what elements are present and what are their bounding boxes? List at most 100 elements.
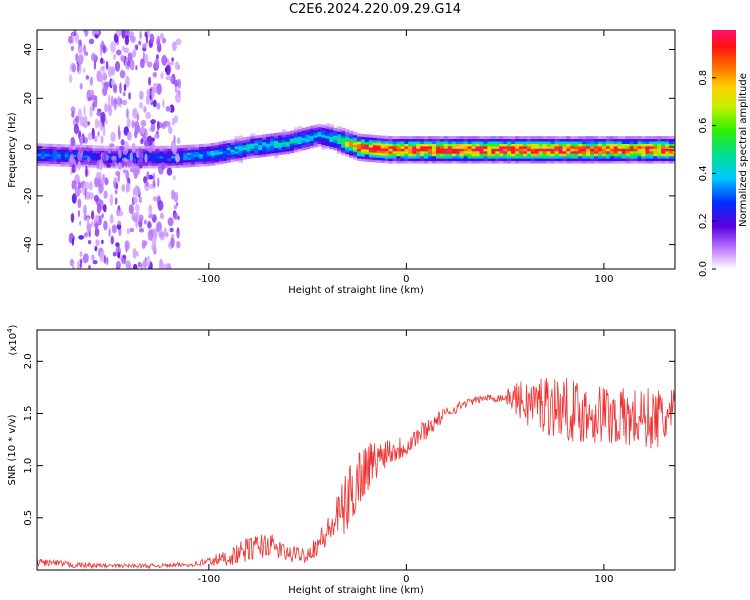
- spectrogram-cell: [432, 158, 437, 161]
- spectrogram-cell: [333, 130, 338, 134]
- spectrogram-noise-cell: [148, 204, 153, 215]
- spectrogram-cell: [665, 148, 670, 152]
- spectrogram-cell: [52, 163, 58, 167]
- spectrogram-cell: [167, 153, 172, 157]
- spectrogram-cell: [550, 141, 556, 144]
- spectrogram-cell: [511, 148, 516, 152]
- spectrogram-noise-cell: [175, 153, 180, 163]
- spectrogram-cell: [44, 160, 50, 164]
- spectrogram-noise-cell: [85, 165, 88, 178]
- spectrogram-cell: [345, 131, 350, 135]
- spectrogram-cell: [242, 151, 247, 155]
- spectrogram-cell: [226, 159, 232, 163]
- spectrogram-cell: [554, 138, 560, 142]
- spectrogram-cell: [463, 153, 469, 157]
- x-tick-label: 100: [594, 274, 613, 285]
- spectrogram-cell: [507, 153, 512, 157]
- spectrogram-cell: [246, 153, 251, 157]
- spectrogram-cell: [317, 126, 323, 130]
- spectrogram-cell: [451, 136, 457, 140]
- spectrogram-cell: [582, 153, 587, 157]
- spectrogram-cell: [586, 160, 591, 164]
- spectrogram-cell: [467, 160, 473, 164]
- spectrogram-cell: [447, 141, 453, 144]
- spectrogram-cell: [345, 134, 350, 138]
- spectrogram-cell: [163, 148, 168, 152]
- spectrogram-noise-cell: [173, 79, 179, 87]
- spectrogram-noise-cell: [129, 59, 135, 71]
- spectrogram-cell: [139, 145, 145, 149]
- spectrogram-cell: [258, 134, 263, 138]
- spectrogram-cell: [412, 155, 417, 159]
- spectrogram-cell: [254, 137, 259, 141]
- spectrogram-cell: [357, 136, 362, 140]
- spectrogram-cell: [519, 138, 524, 142]
- spectrogram-cell: [503, 143, 508, 147]
- spectrogram-cell: [653, 155, 658, 159]
- spectrogram-cell: [333, 132, 338, 136]
- spectrogram-cell: [281, 131, 287, 135]
- spectrogram-cell: [163, 150, 168, 154]
- spectrogram-cell: [625, 158, 631, 161]
- spectrogram-cell: [673, 141, 675, 144]
- spectrogram-cell: [147, 158, 153, 161]
- spectrogram-cell: [495, 150, 500, 154]
- spectrogram-cell: [64, 156, 70, 160]
- spectrogram-cell: [424, 160, 429, 164]
- spectrogram-cell: [289, 145, 295, 149]
- spectrogram-cell: [416, 136, 421, 140]
- spectrogram-cell: [104, 160, 109, 164]
- spectrogram-cell: [214, 149, 220, 153]
- spectrogram-cell: [234, 136, 240, 140]
- spectrogram-noise-cell: [146, 255, 151, 267]
- colorbar-tick-label: 0.8: [698, 70, 709, 86]
- spectrogram-cell: [420, 155, 425, 159]
- spectrogram-cell: [507, 148, 512, 152]
- spectrogram-noise-cell: [152, 71, 157, 78]
- spectrogram-cell: [274, 154, 279, 158]
- spectrogram-cell: [428, 155, 433, 159]
- spectrogram-cell: [321, 141, 326, 145]
- spectrogram-cell: [554, 136, 560, 140]
- spectrogram-cell: [155, 165, 161, 169]
- spectrogram-cell: [234, 155, 240, 159]
- spectrogram-cell: [439, 148, 445, 152]
- spectrogram-cell: [574, 145, 579, 149]
- spectrogram-cell: [617, 150, 623, 154]
- spectrogram-cell: [321, 127, 326, 131]
- spectrogram-cell: [487, 148, 492, 152]
- spectrogram-cell: [578, 158, 583, 161]
- spectrogram-cell: [459, 150, 465, 154]
- spectrogram-noise-cell: [71, 193, 77, 204]
- spectrogram-cell: [621, 158, 627, 161]
- spectrogram-cell: [360, 151, 366, 154]
- spectrogram-cell: [258, 144, 263, 148]
- spectrogram-cell: [396, 145, 402, 149]
- spectrogram-cell: [52, 158, 58, 162]
- spectrogram-cell: [92, 147, 97, 151]
- spectrogram-cell: [613, 143, 619, 147]
- spectrogram-cell: [570, 136, 575, 140]
- spectrogram-cell: [48, 146, 54, 150]
- spectrogram-cell: [594, 158, 599, 161]
- spectrogram-cell: [416, 158, 421, 161]
- spectrogram-cell: [388, 138, 394, 142]
- spectrogram-cell: [230, 146, 236, 150]
- spectrogram-noise-cell: [165, 106, 170, 112]
- spectrogram-cell: [341, 140, 346, 143]
- spectrogram-cell: [467, 145, 473, 149]
- spectrogram-noise-cell: [131, 161, 134, 168]
- spectrogram-cell: [317, 143, 323, 147]
- spectrogram-cell: [48, 156, 54, 159]
- spectrogram-cell: [661, 148, 666, 152]
- spectrogram-cell: [499, 138, 504, 142]
- spectrogram-cell: [345, 151, 350, 155]
- spectrogram-cell: [408, 160, 413, 164]
- spectrogram-cell: [175, 165, 180, 168]
- spectrogram-noise-cell: [108, 94, 111, 106]
- spectrogram-noise-cell: [102, 151, 107, 162]
- spectrogram-noise-cell: [135, 65, 138, 71]
- spectrogram-cell: [60, 151, 66, 155]
- spectrogram-cell: [605, 158, 611, 161]
- colorbar-tick-label: 0.6: [698, 118, 709, 134]
